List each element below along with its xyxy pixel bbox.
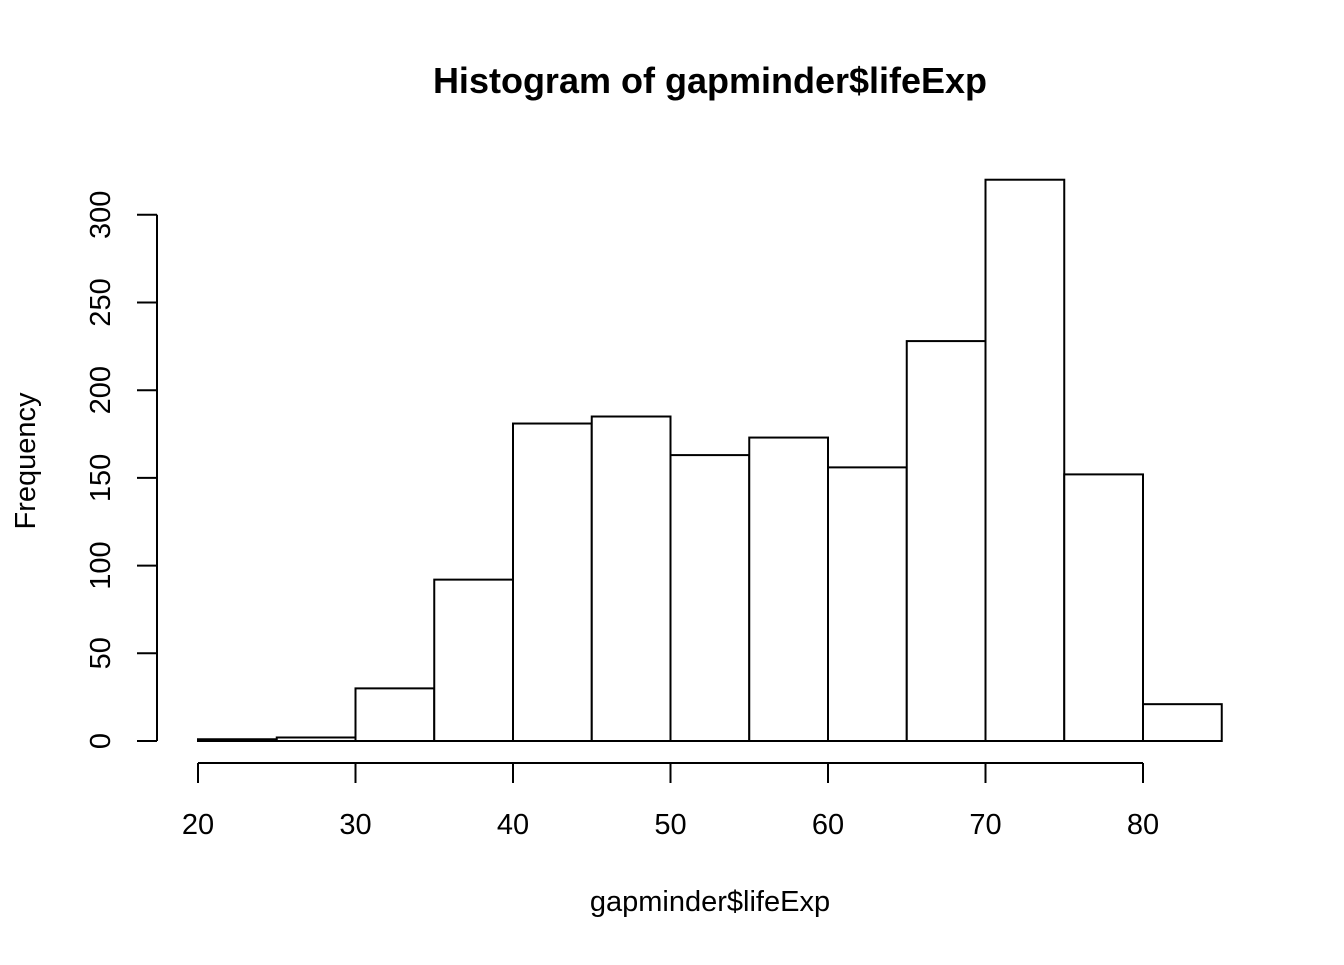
- histogram-bar-75-80: [1063, 473, 1144, 742]
- histogram-bar-60-65: [827, 466, 908, 742]
- x-tick-label-80: 80: [1127, 809, 1159, 841]
- x-tick-label-70: 70: [969, 809, 1001, 841]
- histogram-bar-20-25: [197, 738, 278, 742]
- x-tick-label-60: 60: [812, 809, 844, 841]
- x-tick-label-30: 30: [339, 809, 371, 841]
- histogram-bar-55-60: [748, 436, 829, 742]
- histogram-bar-70-75: [984, 178, 1066, 743]
- histogram-bar-80-85: [1142, 703, 1223, 743]
- histogram-bar-40-45: [512, 422, 593, 742]
- bars-group: [197, 178, 1223, 743]
- histogram-bar-45-50: [590, 415, 672, 742]
- y-tick-label-0: 0: [85, 733, 117, 749]
- histogram-bar-50-55: [669, 454, 751, 742]
- x-axis: 20 30 40 50 60 70 80: [182, 762, 1159, 841]
- y-axis-label: Frequency: [10, 392, 42, 530]
- y-axis: 0 50 100 150 200 250 300: [85, 191, 158, 749]
- y-tick-label-150: 150: [85, 454, 117, 502]
- x-tick-label-20: 20: [182, 809, 214, 841]
- y-tick-label-250: 250: [85, 278, 117, 326]
- chart-title: Histogram of gapminder$lifeExp: [433, 60, 987, 101]
- histogram-bar-25-30: [275, 736, 357, 743]
- y-tick-label-100: 100: [85, 541, 117, 589]
- x-tick-label-50: 50: [654, 809, 686, 841]
- x-axis-label: gapminder$lifeExp: [590, 886, 830, 918]
- y-tick-label-200: 200: [85, 366, 117, 414]
- histogram-bar-65-70: [905, 340, 987, 742]
- histogram-bar-35-40: [433, 578, 514, 743]
- x-tick-label-40: 40: [497, 809, 529, 841]
- histogram-bar-30-35: [354, 687, 436, 743]
- y-tick-label-300: 300: [85, 191, 117, 239]
- y-tick-label-50: 50: [85, 637, 117, 669]
